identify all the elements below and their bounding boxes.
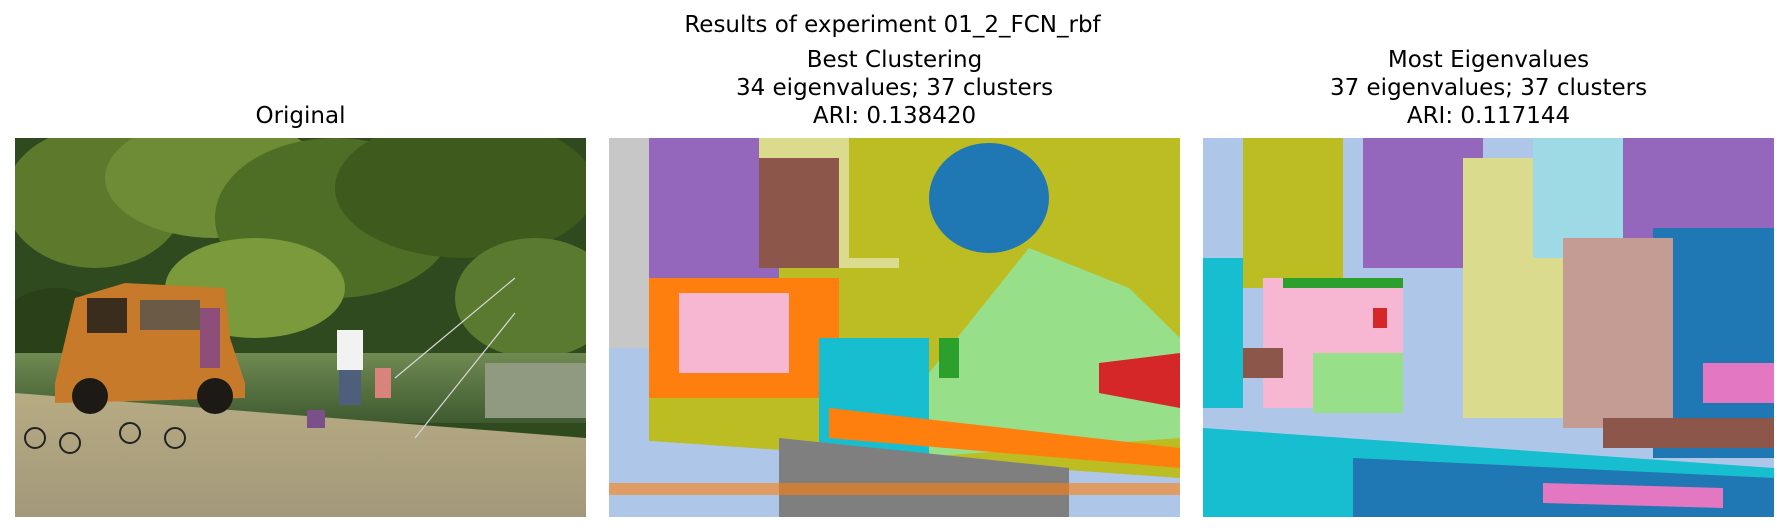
- segment: [1563, 238, 1673, 428]
- best-clustering-eigen-line: 34 eigenvalues; 37 clusters: [735, 75, 1054, 101]
- riverbank-ground: [15, 393, 586, 517]
- most-eigenvalues-panel-title: Most Eigenvalues 37 eigenvalues; 37 clus…: [1203, 46, 1774, 130]
- segment: [649, 138, 779, 288]
- most-eigenvalues-ari-line: ARI: 0.117144: [1406, 103, 1571, 129]
- segment: [1543, 483, 1723, 508]
- most-eigenvalues-title-line: Most Eigenvalues: [1387, 47, 1590, 73]
- people: [200, 308, 391, 428]
- fishing-rods: [394, 277, 516, 439]
- segment: [779, 438, 1069, 517]
- segment: [1373, 308, 1387, 328]
- segment: [1243, 138, 1343, 288]
- segment: [1243, 348, 1283, 378]
- best-clustering-title-line: Best Clustering: [806, 47, 983, 73]
- segment: [1099, 353, 1180, 408]
- original-photo-image: [15, 138, 586, 517]
- segment: [1283, 278, 1403, 288]
- best-clustering-panel: [609, 138, 1180, 517]
- segment: [929, 143, 1049, 253]
- best-clustering-panel-title: Best Clustering 34 eigenvalues; 37 clust…: [609, 46, 1180, 130]
- segment: [1703, 363, 1774, 403]
- most-eigenvalues-eigen-line: 37 eigenvalues; 37 clusters: [1329, 75, 1648, 101]
- original-image-panel: [15, 138, 586, 517]
- segment: [1203, 258, 1243, 408]
- most-eigenvalues-segmentation-image: [1203, 138, 1774, 517]
- figure-suptitle: Results of experiment 01_2_FCN_rbf: [684, 12, 1101, 38]
- segment: [909, 248, 1180, 458]
- segment: [609, 483, 1180, 495]
- segment: [679, 293, 789, 373]
- orange-car: [55, 283, 245, 414]
- original-panel-title: Original: [15, 102, 586, 130]
- segment: [1623, 138, 1774, 238]
- stone-wall: [485, 363, 586, 418]
- segment: [939, 338, 959, 378]
- original-title-line: Original: [255, 103, 346, 129]
- segment: [1313, 353, 1403, 413]
- segment: [829, 408, 1180, 468]
- best-clustering-ari-line: ARI: 0.138420: [812, 103, 977, 129]
- most-eigenvalues-panel: [1203, 138, 1774, 517]
- bicycles: [24, 422, 186, 454]
- best-clustering-segmentation-image: [609, 138, 1180, 517]
- segment: [759, 158, 839, 268]
- segment: [1603, 418, 1774, 448]
